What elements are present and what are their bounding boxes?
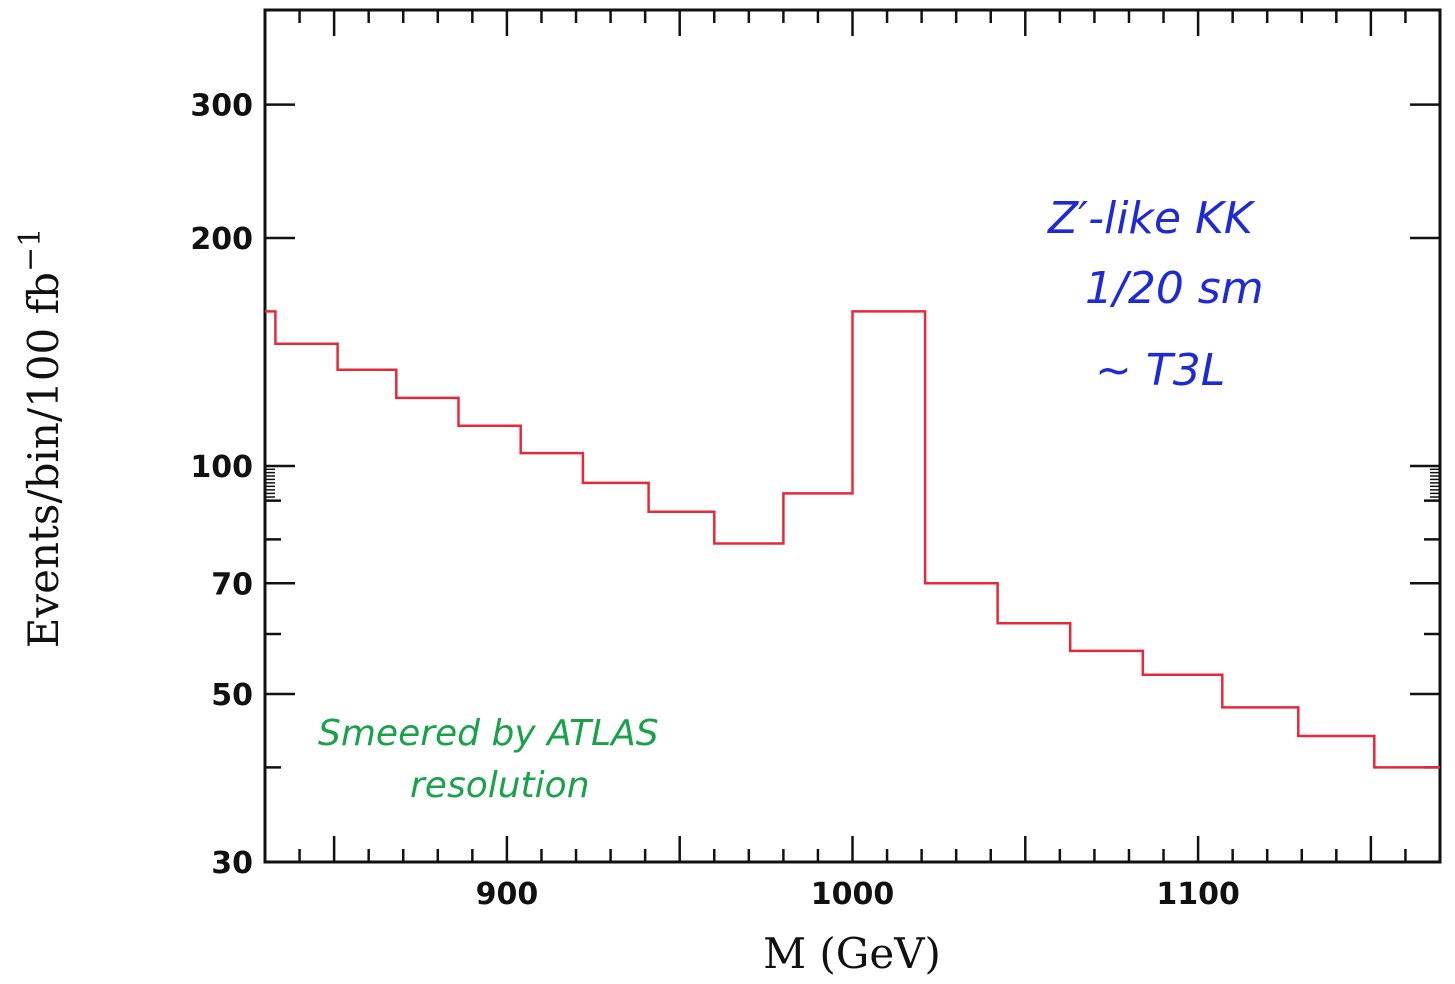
x-axis-title: M (GeV) — [763, 929, 941, 978]
y-tick-label: 100 — [190, 450, 253, 485]
y-tick-label: 50 — [211, 678, 253, 713]
y-tick-label: 200 — [190, 222, 253, 257]
annotation-kk-label: Z′-like KK — [1047, 193, 1256, 244]
histogram-step-line — [265, 310, 1440, 769]
y-tick-label: 30 — [211, 846, 253, 881]
y-axis-title-superscript: −1 — [13, 228, 48, 272]
x-tick-label: 900 — [476, 877, 539, 912]
y-tick-label: 300 — [190, 89, 253, 124]
annotation-smeared: Smeered by ATLAS — [318, 713, 659, 754]
x-tick-labels: 900 1000 1100 — [476, 877, 1240, 912]
y-axis-title: Events/bin/100 fb−1 — [13, 228, 68, 649]
x-tick-label: 1100 — [1156, 877, 1240, 912]
y-tick-label: 70 — [211, 567, 253, 602]
annotation-resolution: resolution — [410, 765, 590, 806]
y-tick-labels: 30 50 70 100 200 300 — [190, 89, 253, 881]
annotation-coupling: 1/20 sm — [1085, 263, 1264, 314]
annotation-t3l: ~ T3L — [1095, 345, 1225, 396]
x-tick-label: 1000 — [811, 877, 895, 912]
y-axis-title-main: Events/bin/100 fb — [19, 272, 68, 648]
